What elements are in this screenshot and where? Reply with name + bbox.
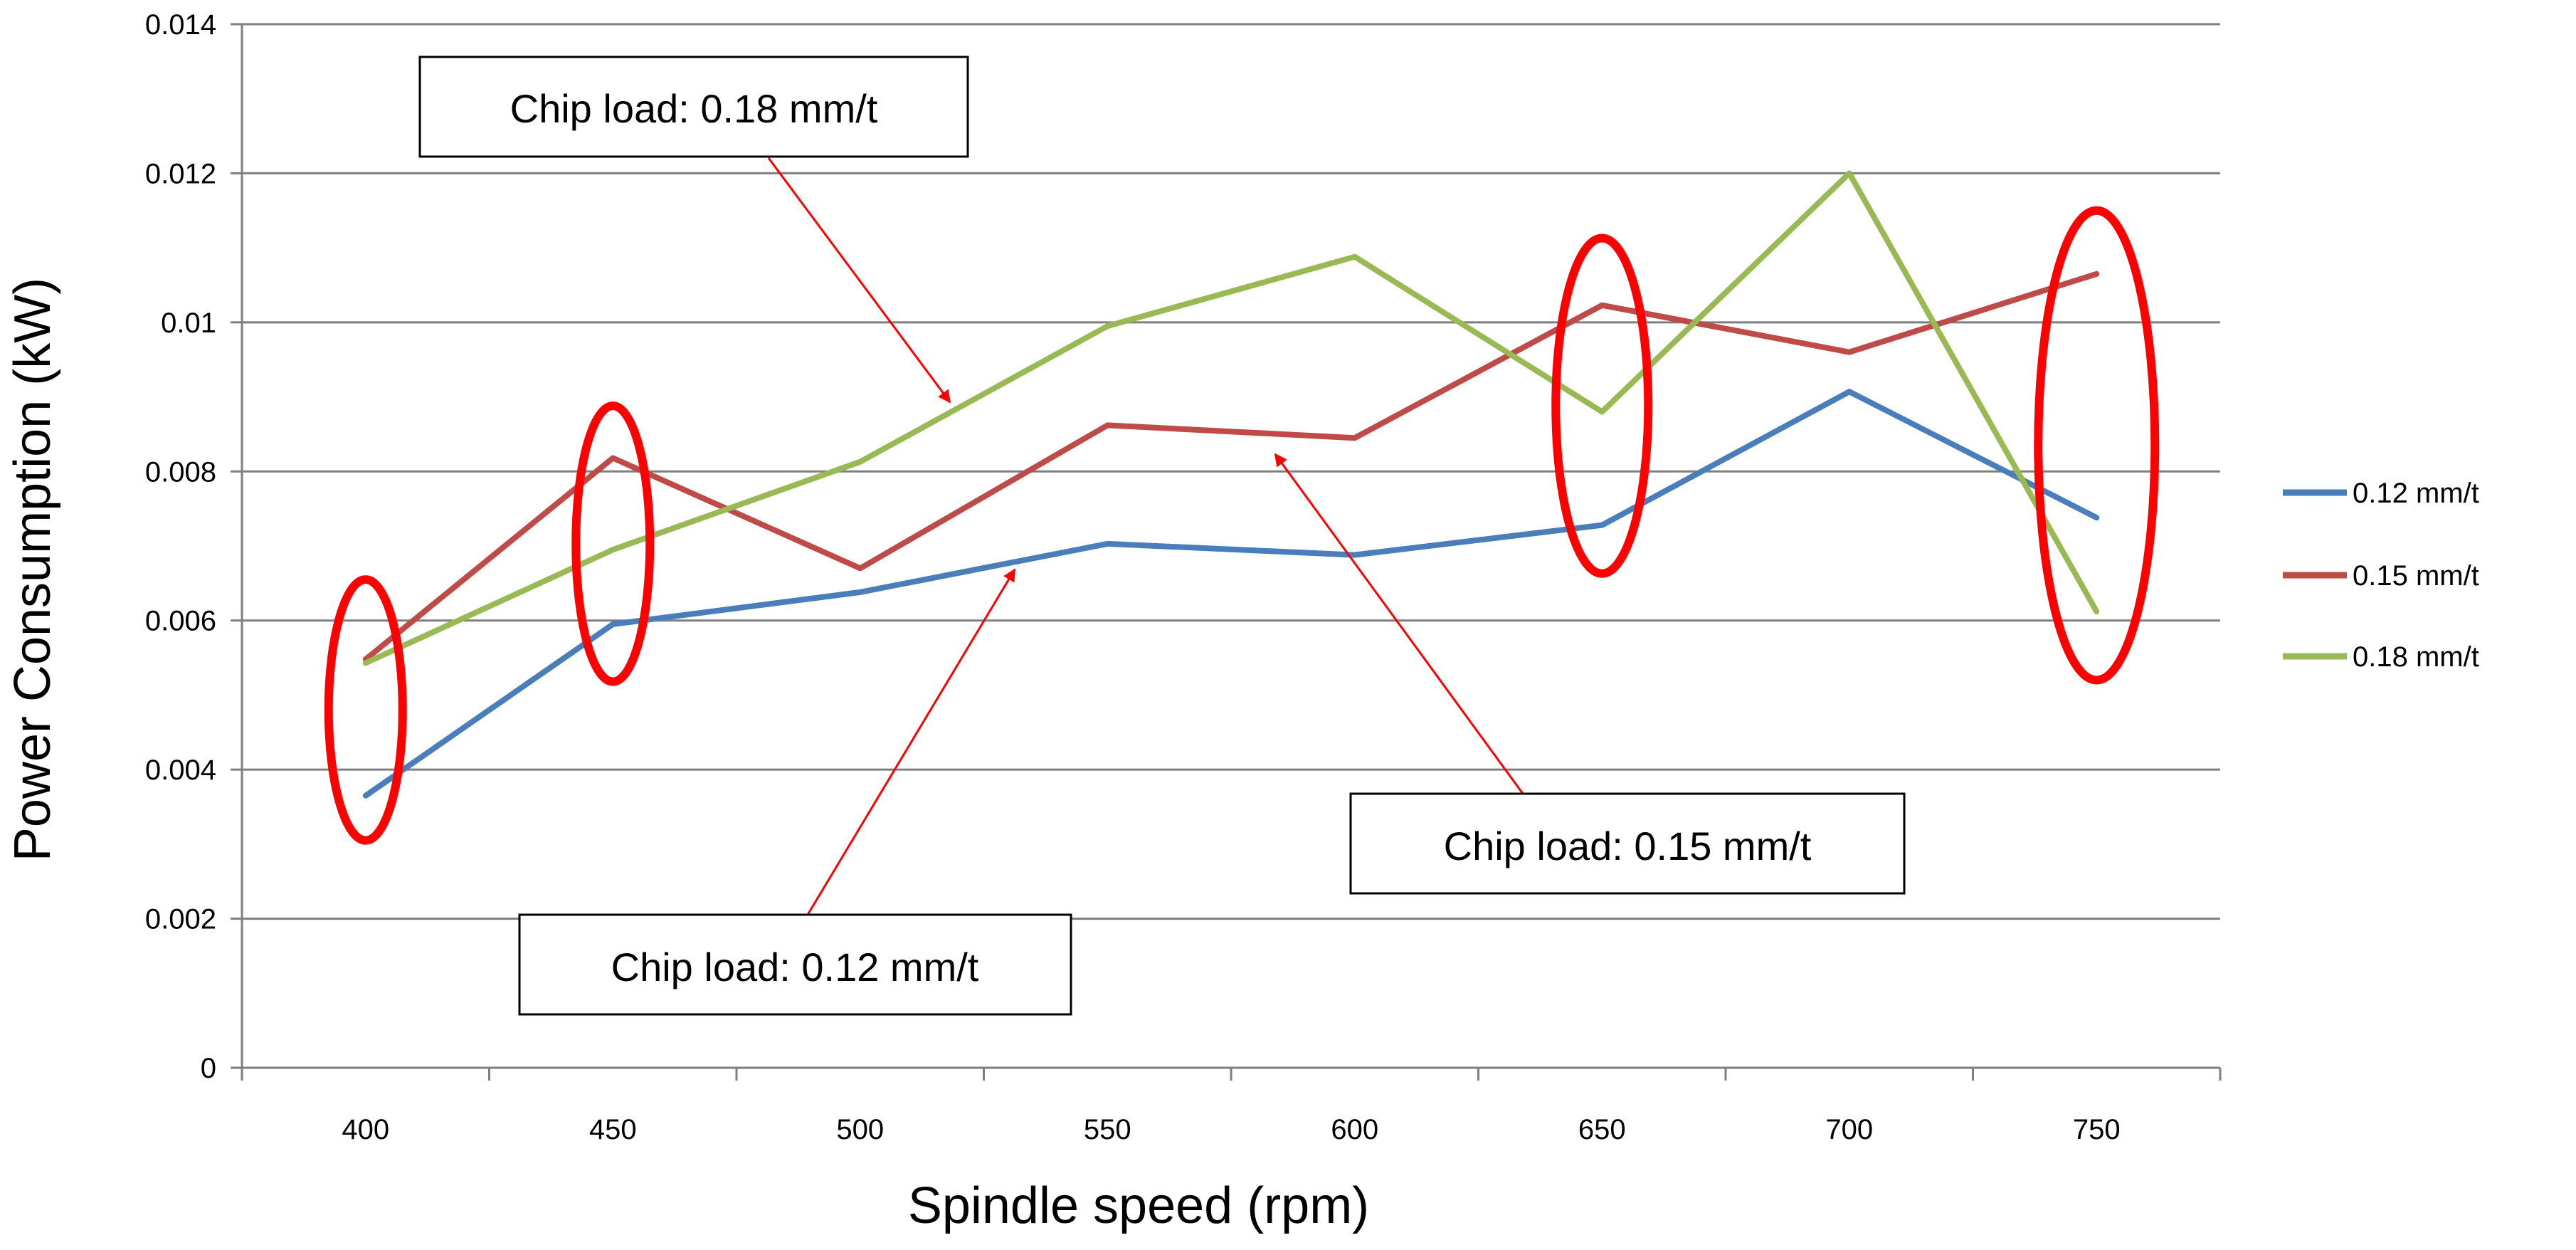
highlight-ellipse — [1551, 233, 1653, 578]
annotation-box — [1349, 792, 1906, 895]
y-tick-label: 0.012 — [145, 158, 216, 189]
x-tick-label: 700 — [1825, 1114, 1873, 1145]
x-tick-label: 450 — [589, 1114, 637, 1145]
x-tick-label: 600 — [1331, 1114, 1378, 1145]
gridlines — [242, 23, 2220, 920]
annotation-arrow — [1274, 453, 1524, 794]
highlight-ellipse — [571, 401, 655, 686]
annotation-box — [518, 913, 1072, 1016]
annotation-text: Chip load: 0.18 mm/t — [510, 86, 878, 131]
annotation-text: Chip load: 0.12 mm/t — [611, 945, 979, 989]
series-line-2 — [362, 271, 2100, 663]
y-tick-label: 0.006 — [145, 606, 216, 637]
y-tick-label: 0.014 — [145, 9, 216, 41]
annotations: Chip load: 0.18 mm/t Chip load: 0.15 mm/t… — [418, 56, 1906, 1016]
legend-label: 0.18 mm/t — [2353, 641, 2479, 673]
axes: 0 0.002 0.004 0.006 0.008 0.01 0.012 0.014 400 45… — [145, 9, 2222, 1145]
y-tick-label: 0 — [201, 1053, 216, 1084]
x-tick-label: 650 — [1578, 1114, 1626, 1145]
annotation-text: Chip load: 0.15 mm/t — [1444, 824, 1812, 868]
legend-label: 0.15 mm/t — [2353, 560, 2479, 592]
y-tick-label: 0.002 — [145, 904, 216, 935]
highlight-ellipses — [324, 206, 2160, 845]
series-line-1 — [362, 389, 2100, 799]
y-tick-label: 0.01 — [161, 308, 216, 339]
annotation-box — [418, 56, 969, 158]
highlight-ellipse — [2034, 206, 2160, 685]
series-line-3 — [362, 170, 2100, 666]
x-tick-label: 550 — [1084, 1114, 1131, 1145]
annotation-arrow — [806, 568, 1016, 915]
y-tick-label: 0.008 — [145, 456, 216, 488]
legend[interactable]: 0.12 mm/t 0.15 mm/t 0.18 mm/t — [2283, 478, 2479, 673]
annotation-arrow — [767, 157, 951, 404]
x-axis-title: Spindle speed (rpm) — [908, 1177, 1369, 1234]
x-tick-label: 400 — [342, 1114, 389, 1145]
highlight-ellipse — [324, 575, 407, 845]
legend-label: 0.12 mm/t — [2353, 478, 2479, 509]
x-tick-label: 500 — [836, 1114, 884, 1145]
series-lines — [362, 170, 2100, 799]
y-axis-title: Power Consumption (kW) — [4, 278, 61, 861]
y-tick-label: 0.004 — [145, 755, 216, 786]
x-tick-label: 750 — [2073, 1114, 2121, 1145]
